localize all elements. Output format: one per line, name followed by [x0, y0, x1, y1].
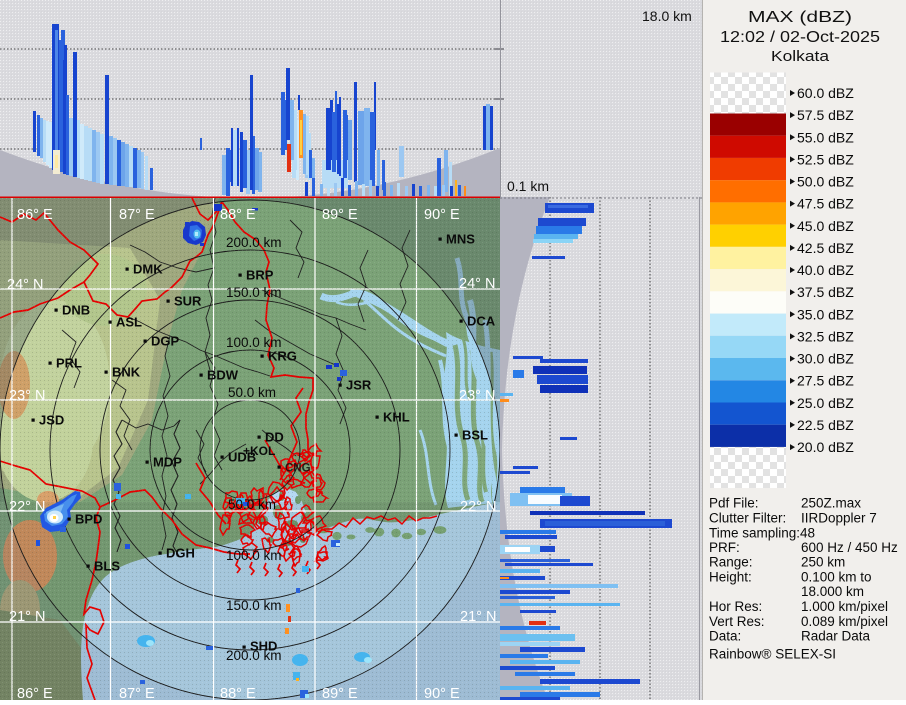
svg-text:0.1 km: 0.1 km: [507, 178, 549, 194]
svg-text:27.5 dBZ: 27.5 dBZ: [797, 373, 854, 389]
svg-text:52.5 dBZ: 52.5 dBZ: [797, 151, 854, 167]
svg-text:22° N: 22° N: [460, 499, 496, 515]
svg-text:Rainbow® SELEX-SI: Rainbow® SELEX-SI: [709, 647, 836, 662]
svg-text:12:02 / 02-Oct-2025: 12:02 / 02-Oct-2025: [720, 29, 880, 46]
svg-text:0.100 km to: 0.100 km to: [801, 570, 872, 585]
svg-text:60.0 dBZ: 60.0 dBZ: [797, 85, 854, 101]
svg-text:Hor Res:: Hor Res:: [709, 599, 762, 614]
svg-text:21° N: 21° N: [460, 609, 496, 625]
svg-text:600 Hz / 450 Hz: 600 Hz / 450 Hz: [801, 540, 898, 555]
svg-text:22° N: 22° N: [9, 499, 45, 515]
svg-text:150.0 km: 150.0 km: [226, 285, 282, 300]
svg-text:DMK: DMK: [133, 262, 163, 277]
svg-text:90° E: 90° E: [424, 686, 460, 700]
svg-text:86° E: 86° E: [17, 686, 53, 700]
svg-text:47.5 dBZ: 47.5 dBZ: [797, 196, 854, 212]
svg-text:MDP: MDP: [153, 455, 182, 470]
svg-text:40.0 dBZ: 40.0 dBZ: [797, 262, 854, 278]
svg-text:Kolkata: Kolkata: [771, 48, 830, 65]
svg-text:21° N: 21° N: [9, 609, 45, 625]
svg-text:KRG: KRG: [268, 349, 297, 364]
svg-text:100.0 km: 100.0 km: [226, 335, 282, 350]
svg-text:DNB: DNB: [62, 303, 90, 318]
svg-text:37.5 dBZ: 37.5 dBZ: [797, 284, 854, 300]
svg-text:JSD: JSD: [39, 413, 64, 428]
svg-text:50.0 km: 50.0 km: [228, 385, 276, 400]
svg-text:Clutter Filter:: Clutter Filter:: [709, 511, 786, 526]
svg-text:BDW: BDW: [207, 368, 239, 383]
svg-text:Time sampling:48: Time sampling:48: [709, 526, 815, 541]
svg-text:DGP: DGP: [151, 334, 180, 349]
svg-text:BPD: BPD: [75, 512, 102, 527]
svg-text:IIRDoppler 7: IIRDoppler 7: [801, 511, 877, 526]
svg-text:PRL: PRL: [56, 356, 82, 371]
svg-text:45.0 dBZ: 45.0 dBZ: [797, 218, 854, 234]
svg-text:CNG: CNG: [285, 463, 311, 475]
svg-text:BNK: BNK: [112, 365, 141, 380]
svg-text:32.5 dBZ: 32.5 dBZ: [797, 328, 854, 344]
svg-text:JSR: JSR: [346, 378, 372, 393]
svg-text:SUR: SUR: [174, 294, 202, 309]
svg-text:22.5 dBZ: 22.5 dBZ: [797, 417, 854, 433]
svg-text:30.0 dBZ: 30.0 dBZ: [797, 351, 854, 367]
svg-text:35.0 dBZ: 35.0 dBZ: [797, 306, 854, 322]
svg-text:DGH: DGH: [166, 546, 195, 561]
svg-text:BRP: BRP: [246, 268, 274, 283]
svg-text:89° E: 89° E: [322, 686, 358, 700]
svg-text:Height:: Height:: [709, 570, 752, 585]
svg-text:UDB: UDB: [228, 450, 256, 465]
svg-text:87° E: 87° E: [119, 686, 155, 700]
svg-text:57.5 dBZ: 57.5 dBZ: [797, 107, 854, 123]
svg-text:25.0 dBZ: 25.0 dBZ: [797, 395, 854, 411]
svg-text:89° E: 89° E: [322, 207, 358, 223]
svg-text:24° N: 24° N: [7, 277, 43, 293]
svg-text:24° N: 24° N: [459, 276, 495, 292]
svg-text:88° E: 88° E: [220, 686, 256, 700]
svg-text:Pdf File:: Pdf File:: [709, 496, 759, 511]
svg-text:DCA: DCA: [467, 314, 496, 329]
svg-text:1.000 km/pixel: 1.000 km/pixel: [801, 599, 888, 614]
svg-text:MNS: MNS: [446, 232, 475, 247]
svg-text:PRF:: PRF:: [709, 540, 740, 555]
svg-text:ASL: ASL: [116, 315, 142, 330]
svg-text:23° N: 23° N: [9, 388, 45, 404]
svg-text:150.0 km: 150.0 km: [226, 598, 282, 613]
svg-text:88° E: 88° E: [220, 207, 256, 223]
svg-text:18.0 km: 18.0 km: [642, 8, 692, 24]
svg-text:Range:: Range:: [709, 555, 753, 570]
svg-text:BSL: BSL: [462, 428, 488, 443]
svg-text:18.000 km: 18.000 km: [801, 584, 864, 599]
svg-text:250 km: 250 km: [801, 555, 845, 570]
svg-text:50.0 km: 50.0 km: [228, 497, 276, 512]
svg-text:90° E: 90° E: [424, 207, 460, 223]
svg-text:20.0 dBZ: 20.0 dBZ: [797, 439, 854, 455]
svg-text:+KOL: +KOL: [243, 444, 275, 458]
svg-text:200.0 km: 200.0 km: [226, 235, 282, 250]
svg-text:55.0 dBZ: 55.0 dBZ: [797, 129, 854, 145]
svg-text:0.089 km/pixel: 0.089 km/pixel: [801, 614, 888, 629]
svg-text:SHD: SHD: [250, 639, 277, 654]
svg-text:Vert Res:: Vert Res:: [709, 614, 765, 629]
svg-text:Data:: Data:: [709, 629, 741, 644]
svg-text:100.0 km: 100.0 km: [226, 548, 282, 563]
svg-text:DD: DD: [265, 430, 284, 445]
svg-text:42.5 dBZ: 42.5 dBZ: [797, 240, 854, 256]
svg-text:87° E: 87° E: [119, 207, 155, 223]
svg-text:200.0 km: 200.0 km: [226, 648, 282, 663]
svg-text:KHL: KHL: [383, 410, 410, 425]
svg-text:Radar Data: Radar Data: [801, 629, 871, 644]
svg-text:250Z.max: 250Z.max: [801, 496, 861, 511]
svg-text:86° E: 86° E: [17, 207, 53, 223]
svg-text:23° N: 23° N: [459, 388, 495, 404]
svg-text:50.0 dBZ: 50.0 dBZ: [797, 174, 854, 190]
svg-text:MAX (dBZ): MAX (dBZ): [748, 9, 852, 26]
svg-text:BLS: BLS: [94, 559, 120, 574]
